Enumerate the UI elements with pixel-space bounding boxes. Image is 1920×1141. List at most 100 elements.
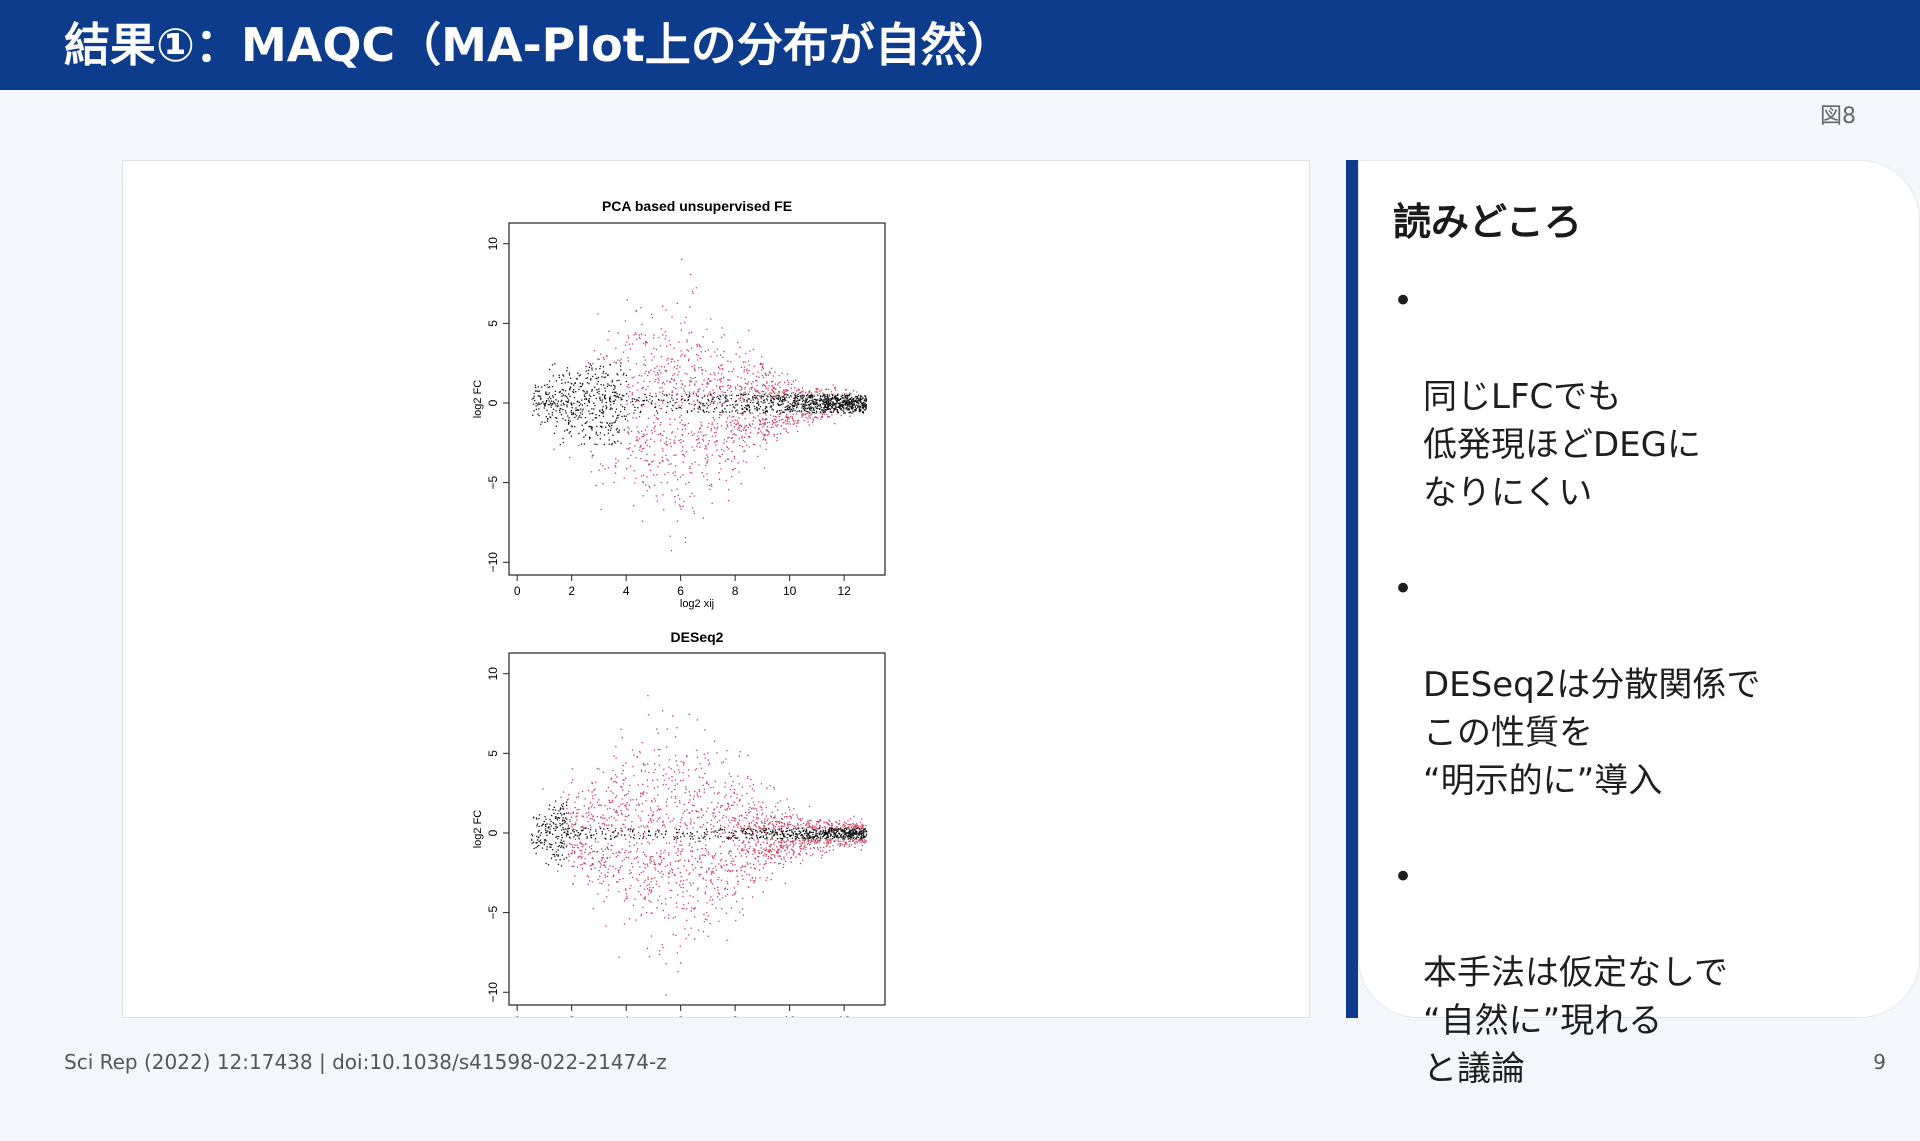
scatter-point: [666, 963, 667, 964]
scatter-point: [751, 808, 752, 809]
scatter-point: [637, 756, 638, 757]
scatter-point: [647, 786, 648, 787]
scatter-point: [673, 400, 674, 401]
scatter-point: [569, 374, 570, 375]
scatter-point: [534, 400, 535, 401]
scatter-point: [690, 377, 691, 378]
scatter-point: [783, 867, 784, 868]
scatter-point: [601, 872, 602, 873]
scatter-point: [617, 855, 618, 856]
scatter-point: [610, 430, 611, 431]
scatter-point: [555, 830, 556, 831]
scatter-point: [705, 458, 706, 459]
scatter-point: [834, 833, 835, 834]
scatter-point: [675, 388, 676, 389]
scatter-point: [819, 820, 820, 821]
scatter-point: [840, 835, 841, 836]
scatter-point: [618, 414, 619, 415]
scatter-point: [754, 397, 755, 398]
scatter-point: [647, 695, 648, 696]
scatter-point: [545, 840, 546, 841]
scatter-point: [772, 848, 773, 849]
scatter-point: [760, 806, 761, 807]
scatter-point: [819, 408, 820, 409]
plot-title: PCA based unsupervised FE: [602, 198, 792, 214]
scatter-point: [689, 468, 690, 469]
scatter-point: [618, 815, 619, 816]
scatter-point: [594, 405, 595, 406]
scatter-point: [627, 793, 628, 794]
scatter-point: [647, 386, 648, 387]
scatter-point: [831, 823, 832, 824]
scatter-point: [729, 822, 730, 823]
scatter-point: [749, 365, 750, 366]
scatter-point: [547, 418, 548, 419]
scatter-point: [628, 337, 629, 338]
scatter-point: [716, 355, 717, 356]
scatter-point: [775, 424, 776, 425]
scatter-point: [688, 397, 689, 398]
scatter-point: [560, 408, 561, 409]
scatter-point: [857, 400, 858, 401]
scatter-point: [763, 825, 764, 826]
scatter-point: [703, 878, 704, 879]
scatter-point: [598, 393, 599, 394]
scatter-point: [660, 440, 661, 441]
scatter-point: [579, 402, 580, 403]
scatter-point: [737, 776, 738, 777]
scatter-point: [547, 384, 548, 385]
scatter-point: [549, 805, 550, 806]
scatter-point: [598, 799, 599, 800]
scatter-point: [723, 815, 724, 816]
scatter-point: [777, 384, 778, 385]
scatter-point: [793, 854, 794, 855]
scatter-point: [630, 455, 631, 456]
scatter-point: [753, 349, 754, 350]
scatter-point: [724, 334, 725, 335]
scatter-point: [805, 849, 806, 850]
scatter-point: [680, 506, 681, 507]
scatter-point: [864, 395, 865, 396]
scatter-point: [773, 401, 774, 402]
scatter-point: [604, 818, 605, 819]
scatter-point: [808, 840, 809, 841]
scatter-point: [741, 387, 742, 388]
scatter-point: [707, 382, 708, 383]
scatter-point: [741, 848, 742, 849]
scatter-point: [714, 351, 715, 352]
scatter-point: [842, 832, 843, 833]
scatter-point: [660, 345, 661, 346]
scatter-point: [834, 408, 835, 409]
scatter-point: [685, 392, 686, 393]
scatter-point: [564, 843, 565, 844]
scatter-point: [613, 385, 614, 386]
scatter-point: [618, 832, 619, 833]
scatter-point: [611, 816, 612, 817]
scatter-point: [742, 414, 743, 415]
scatter-point: [664, 394, 665, 395]
scatter-point: [619, 430, 620, 431]
scatter-point: [645, 770, 646, 771]
scatter-point: [737, 804, 738, 805]
scatter-point: [642, 907, 643, 908]
scatter-point: [618, 380, 619, 381]
scatter-point: [654, 485, 655, 486]
scatter-point: [741, 402, 742, 403]
scatter-point: [844, 394, 845, 395]
scatter-point: [751, 822, 752, 823]
scatter-point: [654, 763, 655, 764]
scatter-point: [667, 482, 668, 483]
scatter-point: [777, 437, 778, 438]
scatter-point: [656, 349, 657, 350]
scatter-point: [655, 800, 656, 801]
scatter-point: [591, 782, 592, 783]
scatter-point: [569, 828, 570, 829]
scatter-point: [571, 412, 572, 413]
scatter-point: [607, 876, 608, 877]
scatter-point: [769, 829, 770, 830]
scatter-point: [625, 419, 626, 420]
scatter-point: [633, 377, 634, 378]
scatter-point: [653, 772, 654, 773]
scatter-point: [700, 409, 701, 410]
scatter-point: [853, 398, 854, 399]
